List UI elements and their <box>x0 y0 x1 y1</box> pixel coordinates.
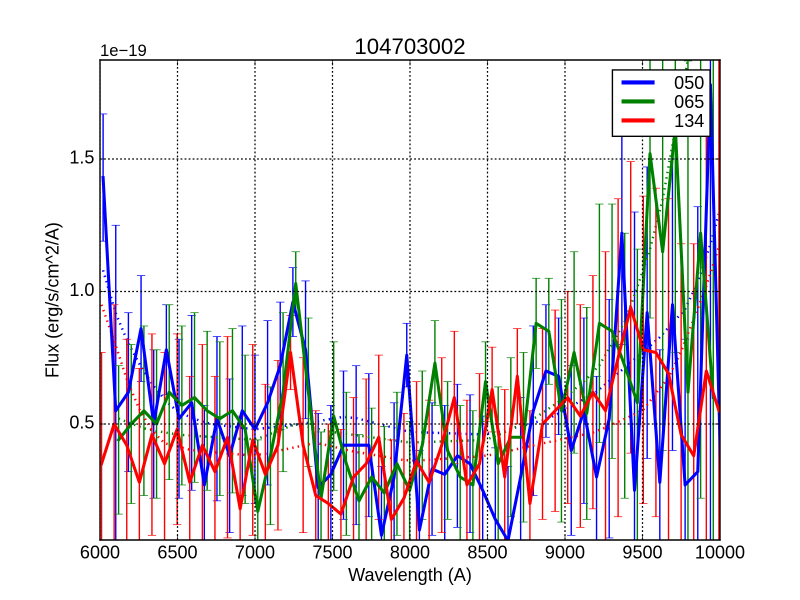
svg-text:0.5: 0.5 <box>69 413 94 433</box>
svg-text:9000: 9000 <box>545 543 585 563</box>
svg-text:1.0: 1.0 <box>69 280 94 300</box>
svg-text:065: 065 <box>674 92 704 112</box>
svg-text:9500: 9500 <box>622 543 662 563</box>
svg-text:1e−19: 1e−19 <box>100 41 147 60</box>
svg-text:6000: 6000 <box>80 543 120 563</box>
svg-text:7500: 7500 <box>312 543 352 563</box>
svg-text:6500: 6500 <box>157 543 197 563</box>
svg-text:050: 050 <box>674 73 704 93</box>
svg-text:Flux (erg/s/cm^2/A): Flux (erg/s/cm^2/A) <box>43 222 63 378</box>
svg-text:134: 134 <box>674 111 704 131</box>
svg-text:Wavelength (A): Wavelength (A) <box>348 565 472 585</box>
svg-text:8000: 8000 <box>390 543 430 563</box>
svg-text:7000: 7000 <box>235 543 275 563</box>
svg-text:1.5: 1.5 <box>69 148 94 168</box>
svg-text:8500: 8500 <box>467 543 507 563</box>
svg-text:10000: 10000 <box>695 543 745 563</box>
svg-text:104703002: 104703002 <box>354 34 465 59</box>
